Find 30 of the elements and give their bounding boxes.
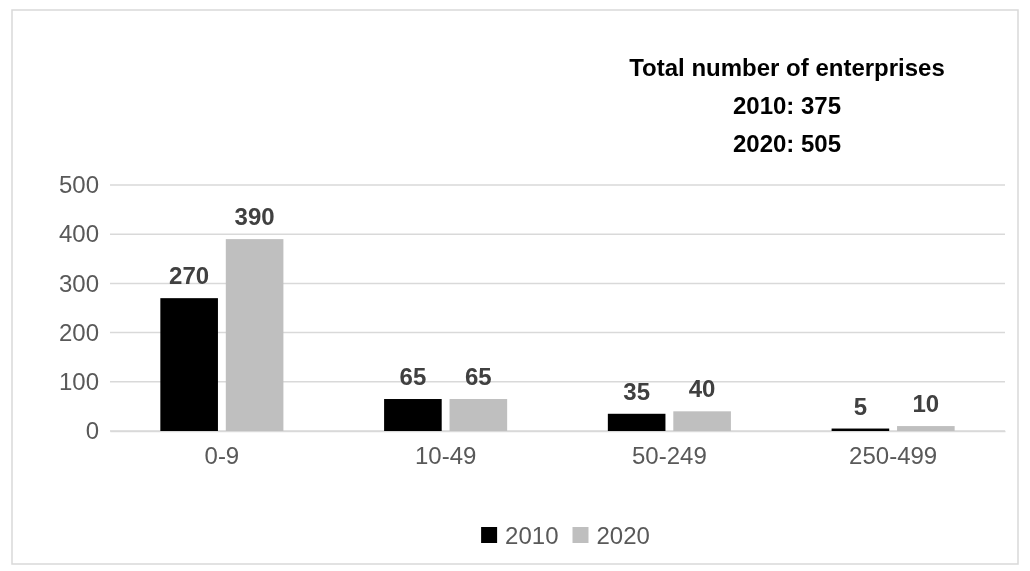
- bar: [607, 413, 666, 431]
- bar: [225, 239, 284, 431]
- y-tick-label: 400: [58, 220, 99, 248]
- y-tick-label: 100: [58, 367, 99, 395]
- x-tick-label: 10-49: [414, 442, 477, 470]
- y-tick-label: 0: [85, 417, 99, 445]
- data-label: 35: [623, 377, 650, 405]
- bar: [673, 411, 731, 431]
- data-label: 65: [465, 363, 492, 391]
- text: 2020: 505: [732, 130, 842, 157]
- text: Total number of enterprises: [629, 54, 945, 81]
- legend-label: 2010: [505, 522, 559, 549]
- x-tick-label: 50-249: [632, 442, 707, 470]
- text: 2010: 375: [732, 92, 842, 119]
- data-label: 65: [399, 363, 427, 391]
- y-tick-label: 300: [58, 269, 99, 297]
- data-label: 5: [853, 392, 868, 420]
- legend-label: 2020: [596, 522, 650, 549]
- data-label: 40: [688, 375, 716, 403]
- x-tick-label: 0-9: [204, 442, 240, 470]
- y-tick-label: 200: [58, 318, 99, 346]
- bar: [897, 426, 955, 431]
- bar: [160, 298, 218, 431]
- data-label: 390: [234, 203, 275, 231]
- bar: [449, 399, 508, 431]
- data-label: 10: [912, 390, 940, 418]
- data-label: 270: [169, 262, 210, 290]
- y-tick-label: 500: [58, 171, 99, 199]
- bar: [384, 399, 442, 431]
- x-tick-label: 250-499: [849, 442, 938, 470]
